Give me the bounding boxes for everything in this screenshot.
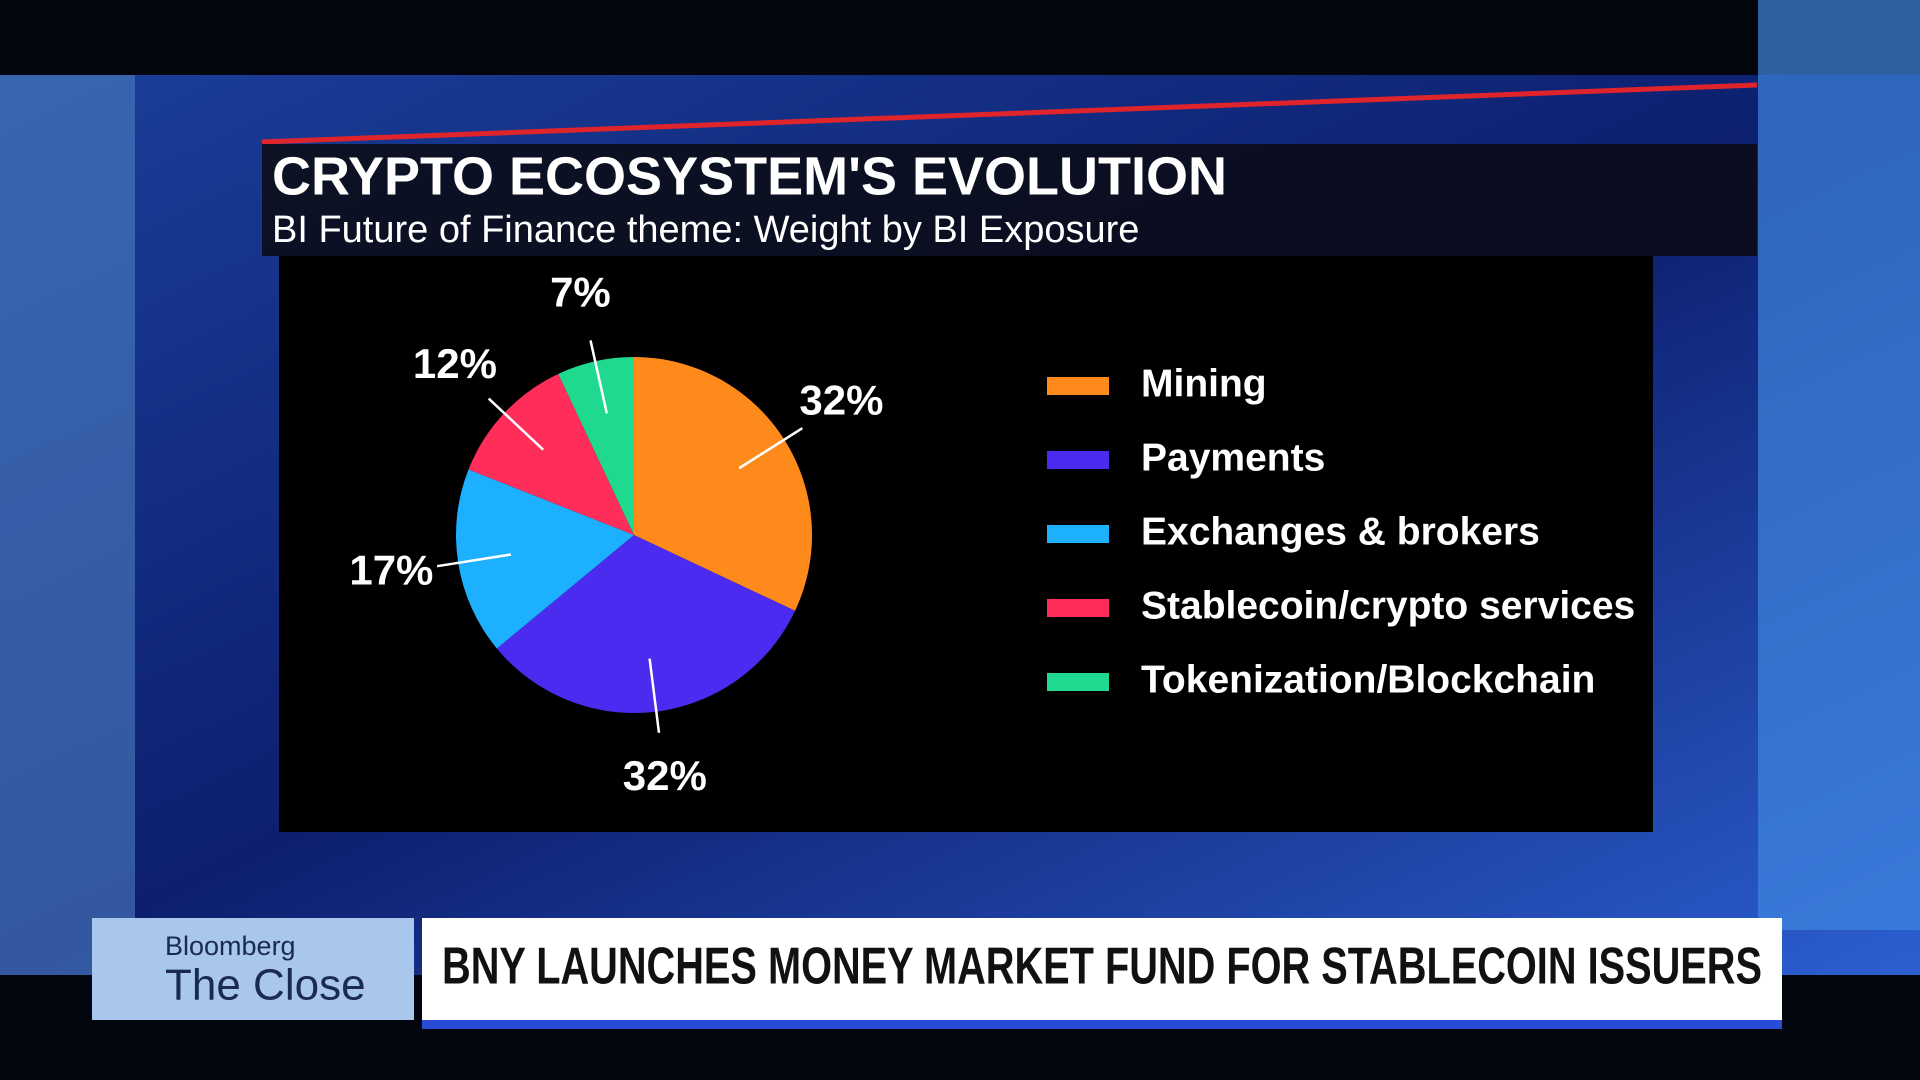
chart-subtitle: BI Future of Finance theme: Weight by BI…	[272, 209, 1139, 251]
leader-line	[648, 658, 661, 733]
pie-slice	[634, 357, 812, 611]
leader-line	[589, 340, 609, 414]
data-label: 32%	[623, 752, 707, 799]
accent-line	[261, 82, 1758, 145]
title-bar	[262, 144, 1757, 256]
legend-swatch	[1047, 525, 1109, 543]
pie-chart: 32% 32% 17% 12% 7%	[349, 268, 883, 798]
data-label: 12%	[413, 340, 497, 387]
show-name: The Close	[165, 961, 366, 1010]
data-label: 32%	[799, 376, 883, 423]
brand: Bloomberg	[165, 931, 296, 961]
headline-underline	[422, 1020, 1782, 1029]
legend-label: Mining	[1141, 362, 1267, 405]
pie-slice	[496, 535, 796, 713]
leader-line	[436, 553, 512, 568]
pie-slice	[455, 469, 634, 649]
legend-label: Payments	[1141, 436, 1325, 479]
pie-slice	[558, 357, 634, 535]
legend-label: Exchanges & brokers	[1141, 510, 1540, 553]
legend-swatch	[1047, 451, 1109, 469]
headline-box	[422, 918, 1782, 1020]
leader-line	[738, 427, 803, 470]
chart-title: CRYPTO ECOSYSTEM'S EVOLUTION	[272, 146, 1227, 206]
pie-slice	[468, 373, 634, 535]
leader-line	[487, 397, 545, 451]
data-label: 17%	[349, 547, 433, 594]
headline: BNY LAUNCHES MONEY MARKET FUND FOR STABL…	[442, 938, 1762, 996]
logo-box	[92, 918, 414, 1020]
side-panel	[0, 75, 135, 975]
side-panel	[1758, 0, 1920, 930]
data-label: 7%	[550, 268, 611, 315]
legend-swatch	[1047, 377, 1109, 395]
legend-label: Stablecoin/crypto services	[1141, 584, 1635, 627]
legend-label: Tokenization/Blockchain	[1141, 658, 1595, 701]
legend: Mining Payments Exchanges & brokers Stablec…	[1047, 362, 1635, 701]
legend-swatch	[1047, 599, 1109, 617]
legend-swatch	[1047, 673, 1109, 691]
